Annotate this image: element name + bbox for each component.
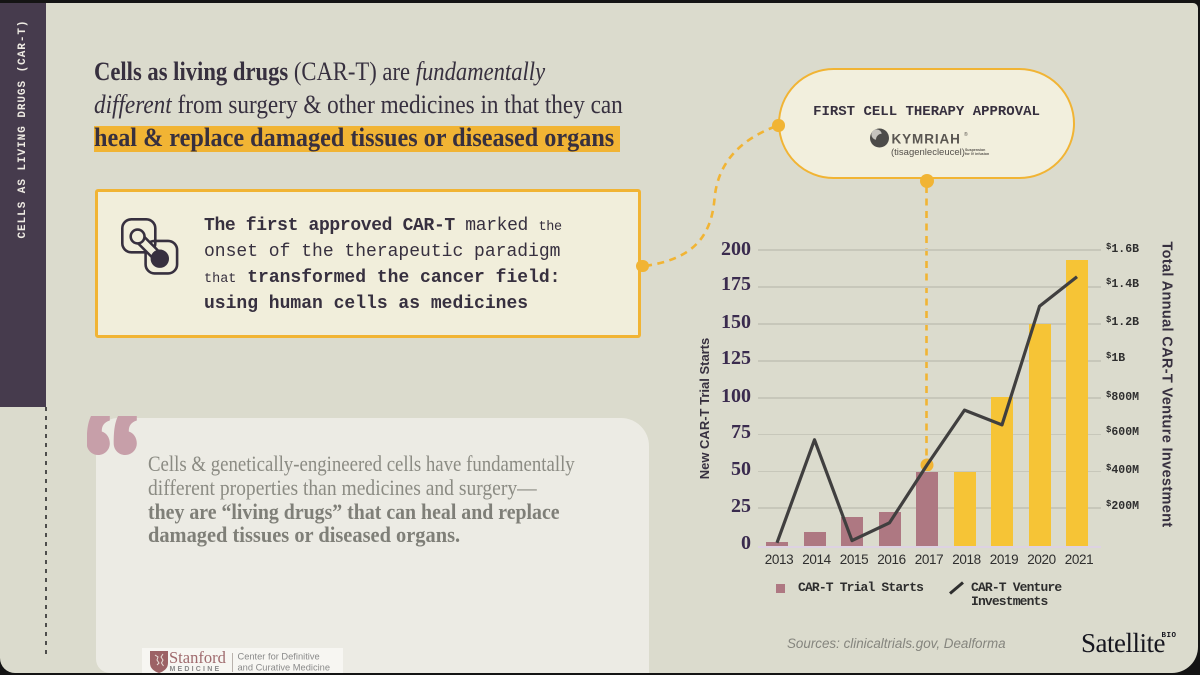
svg-text:and Curative Medicine: and Curative Medicine [238,663,331,673]
svg-text:Suspension: Suspension [965,148,985,152]
svg-text:Center for Definitive: Center for Definitive [238,652,320,662]
svg-text:MEDICINE: MEDICINE [170,666,222,673]
svg-text:(tisagenlecleucel): (tisagenlecleucel) [891,147,965,158]
svg-text:for IV infusion: for IV infusion [965,152,989,156]
svg-text:®: ® [964,131,968,138]
svg-text:KYMRIAH: KYMRIAH [892,131,961,146]
svg-text:Stanford: Stanford [169,648,227,667]
